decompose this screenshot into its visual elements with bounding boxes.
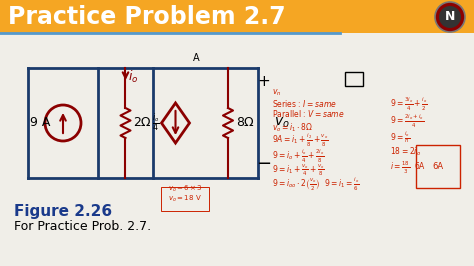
Text: $v_o$: $v_o$ (274, 116, 290, 130)
Text: $9 = i_o + \frac{i_o}{4} + \frac{2i_o}{8}$: $9 = i_o + \frac{i_o}{4} + \frac{2i_o}{8… (272, 148, 325, 165)
Text: Practice Problem 2.7: Practice Problem 2.7 (8, 5, 286, 29)
Text: $9 = \frac{3i_o}{4} + \frac{i_o}{2}$: $9 = \frac{3i_o}{4} + \frac{i_o}{2}$ (390, 96, 428, 113)
Text: $v_o = i_1 \cdot 8\Omega$: $v_o = i_1 \cdot 8\Omega$ (272, 121, 313, 134)
Circle shape (439, 6, 461, 28)
Text: A: A (193, 53, 199, 63)
Text: $9 = \frac{i_o}{n}$: $9 = \frac{i_o}{n}$ (390, 129, 410, 145)
Text: Parallel : $V = same$: Parallel : $V = same$ (272, 108, 345, 119)
Text: 9 A: 9 A (30, 117, 50, 130)
Text: $9 = i_1 + \frac{v_o}{4} + \frac{v_o}{8}$: $9 = i_1 + \frac{v_o}{4} + \frac{v_o}{8}… (272, 162, 325, 178)
Text: $v_o = 18$ V: $v_o = 18$ V (168, 194, 202, 204)
FancyBboxPatch shape (0, 0, 474, 33)
Text: $9A = i_1 + \frac{i_2}{8} + \frac{v_o}{8}$: $9A = i_1 + \frac{i_2}{8} + \frac{v_o}{8… (272, 132, 328, 149)
Text: Figure 2.26: Figure 2.26 (14, 204, 112, 219)
Text: $i = \frac{18}{3}$  6A: $i = \frac{18}{3}$ 6A (390, 160, 426, 176)
Text: 8Ω: 8Ω (236, 117, 254, 130)
Text: 6A: 6A (432, 162, 444, 171)
Text: Series : $I = same$: Series : $I = same$ (272, 98, 337, 109)
Text: N: N (445, 10, 455, 23)
Text: 2Ω: 2Ω (134, 117, 151, 130)
Text: $18 = 2i_o$: $18 = 2i_o$ (390, 145, 421, 157)
Circle shape (435, 2, 465, 32)
Text: $v_o = 6 \times 3$: $v_o = 6 \times 3$ (168, 184, 203, 194)
Text: $9 = i_{oo} \cdot 2\left(\frac{v_o}{2}\right)$  $9 = i_1 = \frac{i_o}{6}$: $9 = i_{oo} \cdot 2\left(\frac{v_o}{2}\r… (272, 176, 360, 193)
Text: $i_o$: $i_o$ (128, 69, 139, 85)
Text: $v_n$: $v_n$ (272, 88, 282, 98)
Text: $\frac{i_o}{4}$: $\frac{i_o}{4}$ (152, 112, 159, 134)
Text: +: + (258, 74, 270, 89)
Text: For Practice Prob. 2.7.: For Practice Prob. 2.7. (14, 220, 151, 233)
Text: −: − (256, 155, 272, 173)
Text: $9 = \frac{2i_o + i_o}{4}$: $9 = \frac{2i_o + i_o}{4}$ (390, 113, 424, 130)
